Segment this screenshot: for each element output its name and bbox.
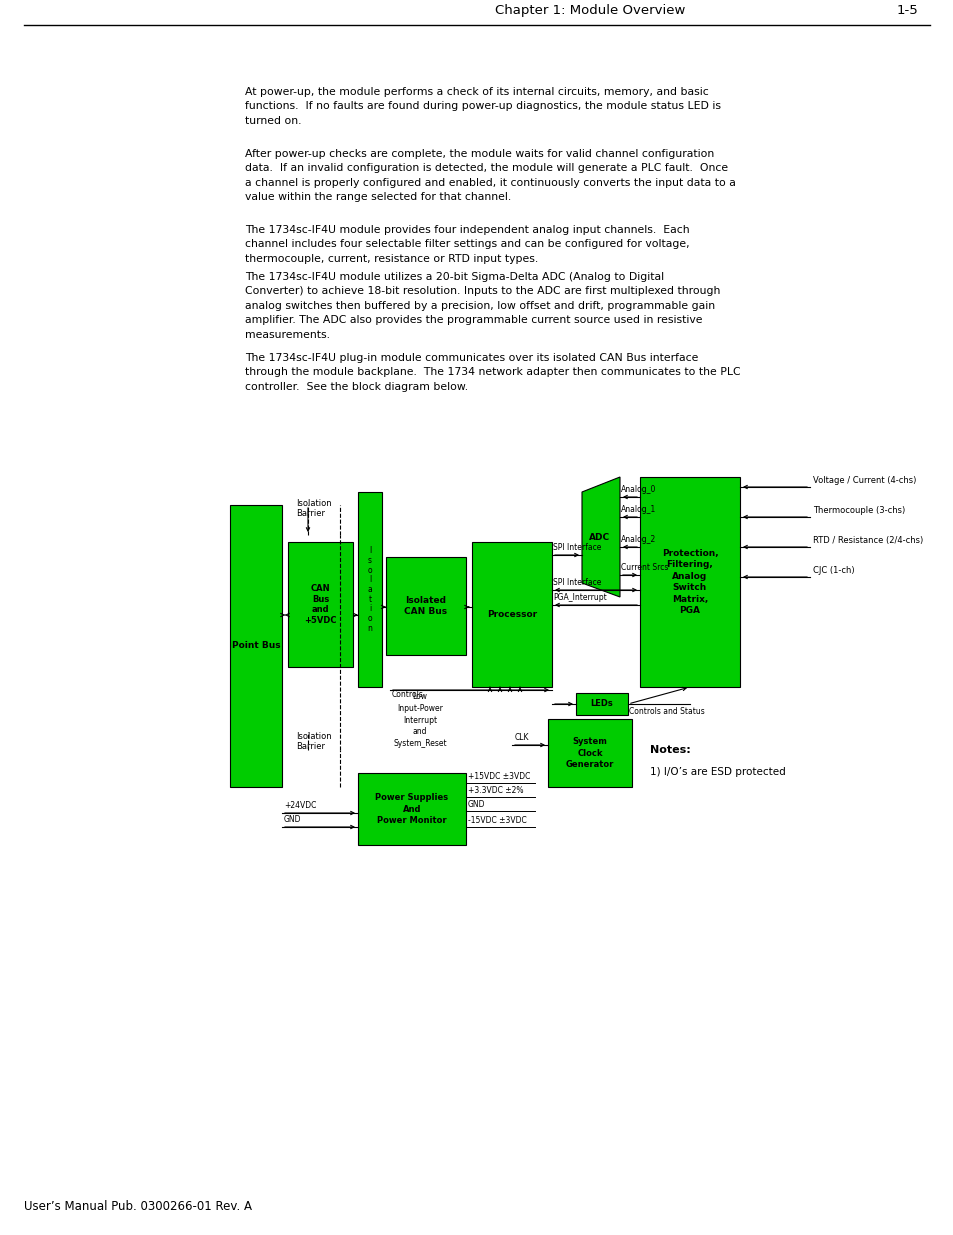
FancyBboxPatch shape bbox=[357, 492, 381, 687]
Text: +24VDC: +24VDC bbox=[284, 802, 316, 810]
FancyBboxPatch shape bbox=[230, 505, 282, 787]
Text: SPI Interface: SPI Interface bbox=[553, 543, 600, 552]
Text: LEDs: LEDs bbox=[590, 699, 613, 709]
FancyBboxPatch shape bbox=[576, 693, 627, 715]
Text: PGA_Interrupt: PGA_Interrupt bbox=[553, 593, 606, 601]
Text: Controls: Controls bbox=[392, 690, 423, 699]
Text: At power-up, the module performs a check of its internal circuits, memory, and b: At power-up, the module performs a check… bbox=[245, 86, 720, 126]
Text: Thermocouple (3-chs): Thermocouple (3-chs) bbox=[812, 506, 904, 515]
Text: Analog_1: Analog_1 bbox=[620, 505, 656, 514]
Text: RTD / Resistance (2/4-chs): RTD / Resistance (2/4-chs) bbox=[812, 536, 923, 545]
Text: ADC: ADC bbox=[589, 532, 610, 541]
Text: -15VDC ±3VDC: -15VDC ±3VDC bbox=[468, 816, 526, 825]
Text: The 1734sc-IF4U plug-in module communicates over its isolated CAN Bus interface
: The 1734sc-IF4U plug-in module communica… bbox=[245, 353, 740, 391]
Text: I
s
o
l
a
t
i
o
n: I s o l a t i o n bbox=[367, 546, 372, 632]
Text: +3.3VDC ±2%: +3.3VDC ±2% bbox=[468, 785, 523, 795]
Text: Voltage / Current (4-chs): Voltage / Current (4-chs) bbox=[812, 475, 916, 485]
Text: Analog_2: Analog_2 bbox=[620, 535, 656, 543]
FancyBboxPatch shape bbox=[639, 477, 740, 687]
Text: After power-up checks are complete, the module waits for valid channel configura: After power-up checks are complete, the … bbox=[245, 149, 735, 203]
Text: The 1734sc-IF4U module provides four independent analog input channels.  Each
ch: The 1734sc-IF4U module provides four ind… bbox=[245, 225, 689, 264]
Text: GND: GND bbox=[468, 800, 485, 809]
Polygon shape bbox=[581, 477, 619, 597]
Text: CJC (1-ch): CJC (1-ch) bbox=[812, 566, 854, 576]
FancyBboxPatch shape bbox=[547, 719, 631, 787]
Text: Analog_0: Analog_0 bbox=[620, 485, 656, 494]
Text: Protection,
Filtering,
Analog
Switch
Matrix,
PGA: Protection, Filtering, Analog Switch Mat… bbox=[661, 548, 718, 615]
Text: Point Bus: Point Bus bbox=[232, 641, 280, 651]
Text: Power Supplies
And
Power Monitor: Power Supplies And Power Monitor bbox=[375, 793, 448, 825]
Text: Chapter 1: Module Overview: Chapter 1: Module Overview bbox=[495, 4, 684, 17]
Text: System
Clock
Generator: System Clock Generator bbox=[565, 737, 614, 768]
Text: CAN
Bus
and
+5VDC: CAN Bus and +5VDC bbox=[304, 584, 336, 625]
Text: 1) I/O’s are ESD protected: 1) I/O’s are ESD protected bbox=[649, 767, 785, 777]
Text: Isolation
Barrier: Isolation Barrier bbox=[295, 732, 332, 751]
Text: GND: GND bbox=[284, 815, 301, 824]
Text: Notes:: Notes: bbox=[649, 745, 690, 755]
Text: Controls and Status: Controls and Status bbox=[628, 706, 704, 716]
Text: Current Srcs: Current Srcs bbox=[620, 563, 668, 572]
FancyBboxPatch shape bbox=[288, 542, 353, 667]
Text: +15VDC ±3VDC: +15VDC ±3VDC bbox=[468, 772, 530, 781]
Text: Low
Input-Power
Interrupt
and
System_Reset: Low Input-Power Interrupt and System_Res… bbox=[393, 692, 446, 748]
Text: Isolated
CAN Bus: Isolated CAN Bus bbox=[404, 597, 447, 616]
Text: 1-5: 1-5 bbox=[895, 4, 917, 17]
FancyBboxPatch shape bbox=[357, 773, 465, 845]
FancyBboxPatch shape bbox=[472, 542, 552, 687]
Text: Isolation
Barrier: Isolation Barrier bbox=[295, 499, 332, 519]
FancyBboxPatch shape bbox=[386, 557, 465, 655]
Text: SPI Interface: SPI Interface bbox=[553, 578, 600, 587]
Text: Processor: Processor bbox=[486, 610, 537, 619]
Text: CLK: CLK bbox=[515, 734, 529, 742]
Text: The 1734sc-IF4U module utilizes a 20-bit Sigma-Delta ADC (Analog to Digital
Conv: The 1734sc-IF4U module utilizes a 20-bit… bbox=[245, 272, 720, 340]
Text: User’s Manual Pub. 0300266-01 Rev. A: User’s Manual Pub. 0300266-01 Rev. A bbox=[24, 1200, 252, 1213]
